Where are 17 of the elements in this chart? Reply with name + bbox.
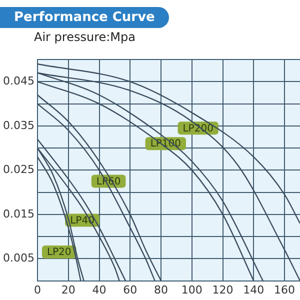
x-tick-label: 80 <box>154 283 168 296</box>
x-tick-label: 160 <box>274 283 296 296</box>
y-tick-label: 0.035 <box>2 118 34 132</box>
chart-title: Performance Curve <box>0 7 169 28</box>
x-tick-label: 60 <box>123 283 138 296</box>
y-tick-label: 0.025 <box>2 163 34 176</box>
x-tick-label: 0 <box>34 283 41 296</box>
annotation: LP20 <box>46 247 72 258</box>
y-tick-label: 0.045 <box>2 74 34 88</box>
x-tick-label: 40 <box>92 283 106 296</box>
x-tick-label: 20 <box>61 283 76 296</box>
y-tick-label: 0.005 <box>2 252 34 265</box>
x-tick-label: 100 <box>181 283 202 296</box>
y-tick-label: 0.015 <box>2 207 34 220</box>
x-tick-label: 120 <box>212 283 234 296</box>
x-tick-label: 140 <box>243 283 264 296</box>
y-axis-title: Air pressure:Mpa <box>33 30 136 46</box>
